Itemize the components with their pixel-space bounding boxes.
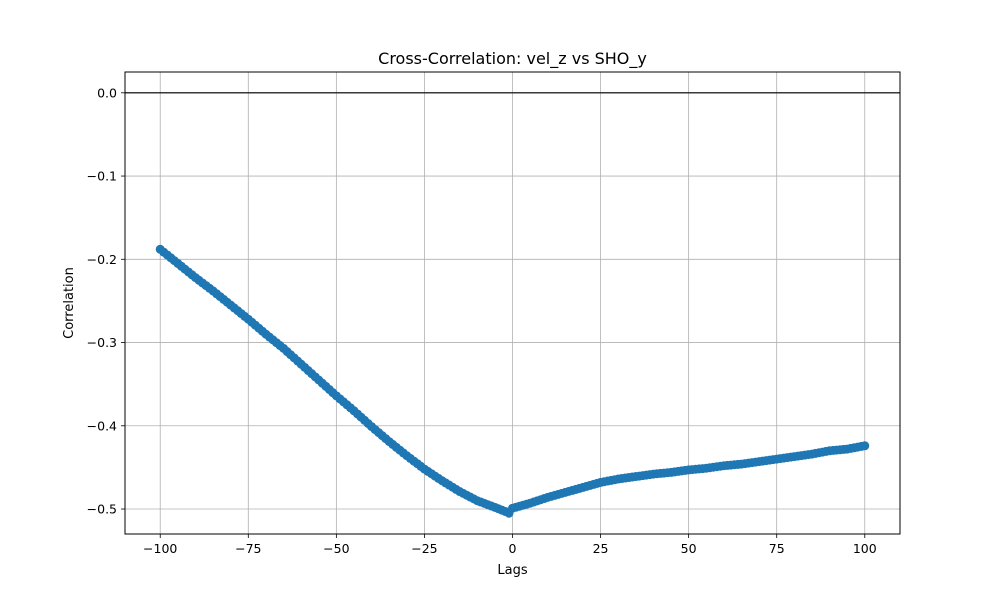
chart-title: Cross-Correlation: vel_z vs SHO_y [378, 49, 647, 69]
x-tick-label: 50 [681, 541, 697, 556]
x-tick-label: 25 [593, 541, 609, 556]
x-tick-label: −25 [411, 541, 437, 556]
data-point [860, 441, 870, 451]
y-axis-label: Correlation [62, 267, 77, 339]
x-tick-label: 75 [769, 541, 785, 556]
y-tick-label: −0.5 [87, 502, 117, 517]
x-tick-label: −75 [235, 541, 261, 556]
y-tick-label: 0.0 [97, 85, 117, 100]
y-tick-label: −0.4 [87, 418, 117, 433]
x-tick-label: 100 [853, 541, 877, 556]
x-axis-label: Lags [497, 563, 527, 578]
y-tick-label: −0.1 [87, 169, 117, 184]
y-tick-label: −0.3 [87, 335, 117, 350]
x-tick-label: 0 [509, 541, 517, 556]
y-tick-label: −0.2 [87, 252, 117, 267]
data-points [155, 244, 870, 518]
y-axis-ticks: 0.0 −0.1 −0.2 −0.3 −0.4 −0.5 [87, 85, 125, 517]
x-tick-label: −100 [143, 541, 177, 556]
x-tick-label: −50 [323, 541, 349, 556]
x-axis-ticks: −100 −75 −50 −25 0 25 50 75 100 [143, 534, 877, 556]
